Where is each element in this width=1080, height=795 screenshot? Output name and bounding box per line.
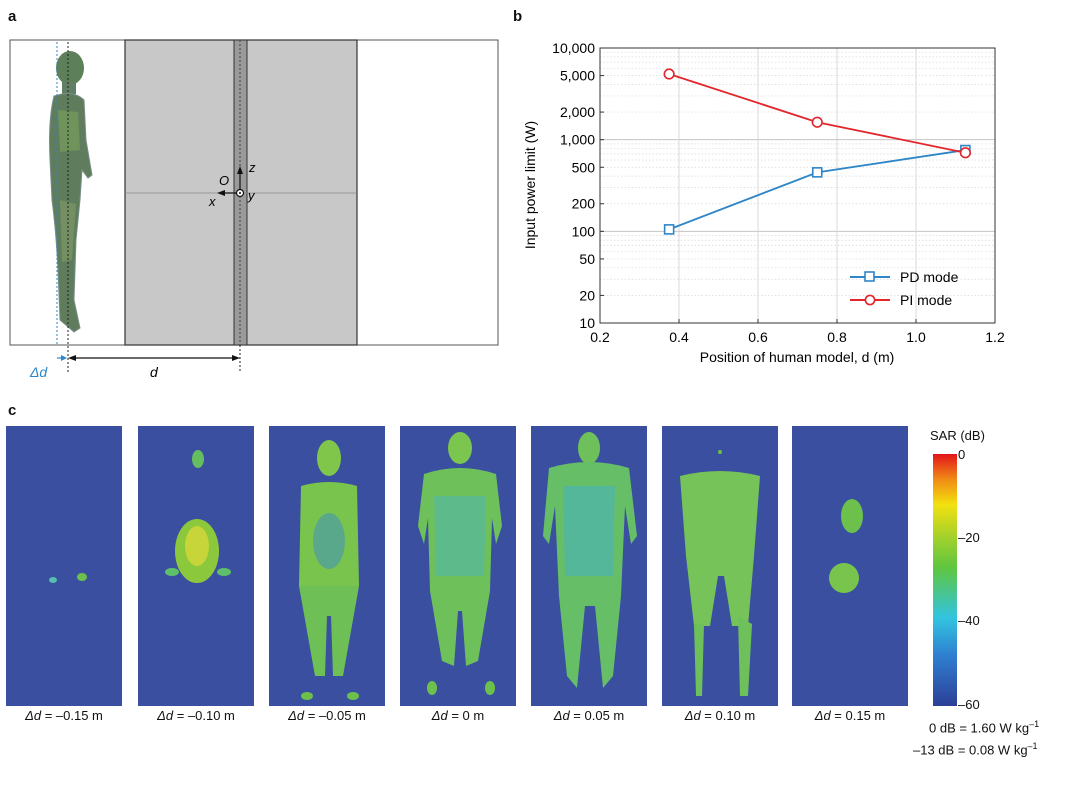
- data-point-square: [663, 224, 675, 235]
- slice-label: Δd = 0.10 m: [684, 708, 756, 723]
- axis-x-label: x: [208, 194, 216, 209]
- legend-label-pi: PI mode: [900, 292, 952, 308]
- y-tick-label: 1,000: [560, 132, 595, 148]
- chart-ylabel: Input power limit (W): [522, 121, 538, 249]
- sar-slice: [531, 426, 647, 706]
- panel-a-diagram: z x y O d Δd: [9, 39, 499, 380]
- y-tick-label: 200: [572, 196, 596, 212]
- colorbar-tick-60: –60: [958, 697, 980, 712]
- chart-series: [663, 68, 971, 235]
- data-point-circle: [663, 68, 675, 80]
- y-tick-label: 500: [572, 159, 596, 175]
- sar-slice: [662, 426, 778, 706]
- slice-label: Δd = 0.05 m: [553, 708, 625, 723]
- panel-label-b: b: [513, 8, 523, 25]
- plot-frame: [599, 47, 996, 324]
- series-line: [668, 149, 966, 231]
- x-tick-label: 0.2: [590, 329, 610, 345]
- sar-slice: [792, 426, 908, 706]
- panel-label-c: c: [8, 402, 17, 419]
- slice-label: Δd = 0 m: [431, 708, 485, 723]
- delta-d-label: Δd: [29, 364, 48, 380]
- data-point-circle: [811, 116, 823, 128]
- legend-label-pd: PD mode: [900, 269, 959, 285]
- slice-label: Δd = 0.15 m: [814, 708, 886, 723]
- y-tick-label: 50: [579, 251, 595, 267]
- ref-line-1: 0 dB = 1.60 W kg–1: [929, 719, 1040, 736]
- x-tick-label: 0.4: [669, 329, 689, 345]
- series-line: [668, 73, 966, 154]
- sar-slice: [269, 426, 385, 706]
- chart-xlabel: Position of human model, d (m): [700, 349, 895, 365]
- colorbar-tick-20: –20: [958, 530, 980, 545]
- axis-y-label: y: [247, 188, 256, 203]
- y-tick-label: 10,000: [552, 40, 595, 56]
- y-tick-label: 100: [572, 223, 596, 239]
- chart-legend: PD mode PI mode: [850, 269, 959, 308]
- origin-label: O: [219, 173, 229, 188]
- y-tick-label: 20: [579, 287, 595, 303]
- data-point-circle: [959, 147, 971, 159]
- ref-line-2: –13 dB = 0.08 W kg–1: [913, 741, 1038, 758]
- sar-slice: [6, 426, 122, 706]
- y-tick-label: 10: [579, 315, 595, 331]
- x-tick-label: 1.0: [906, 329, 926, 345]
- sar-colorbar: [933, 454, 957, 706]
- chart-axes: 0.2 0.4 0.6 0.8 1.0 1.2 10 20 50 100 200 500 1,000 2,…: [552, 40, 1005, 345]
- panel-label-a: a: [8, 8, 17, 25]
- x-tick-label: 1.2: [985, 329, 1005, 345]
- panel-c-slices: Δd = –0.15 m Δd = –0.10 m Δd = –0.05 m Δ…: [0, 420, 1080, 795]
- y-tick-label: 2,000: [560, 104, 595, 120]
- axis-z-label: z: [248, 160, 256, 175]
- data-point-square: [811, 167, 823, 178]
- slice-label: Δd = –0.05 m: [288, 708, 366, 723]
- colorbar-title: SAR (dB): [930, 428, 985, 443]
- slice-label: Δd = –0.10 m: [157, 708, 235, 723]
- slice-label: Δd = –0.15 m: [25, 708, 103, 723]
- sar-slice: [400, 426, 516, 706]
- colorbar-tick-40: –40: [958, 613, 980, 628]
- colorbar-tick-0: 0: [958, 447, 966, 462]
- x-tick-label: 0.6: [748, 329, 768, 345]
- x-tick-label: 0.8: [827, 329, 847, 345]
- sar-slice: [138, 426, 254, 706]
- y-tick-label: 5,000: [560, 68, 595, 84]
- panel-b-chart: 0.2 0.4 0.6 0.8 1.0 1.2 10 20 50 100 200 500 1,000 2,…: [522, 40, 1005, 365]
- d-label: d: [150, 364, 159, 380]
